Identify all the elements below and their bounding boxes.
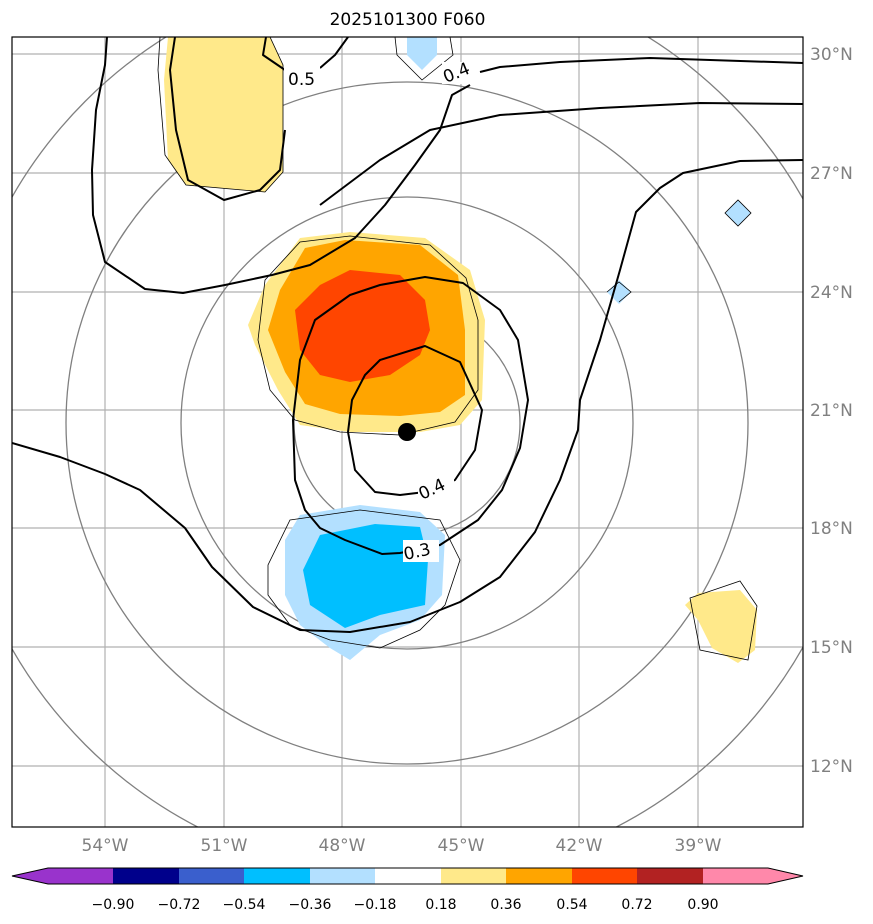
lat-label-18n: 18°N (810, 519, 853, 539)
colorbar-extend-high (703, 868, 803, 884)
colorbar-tick: 0.18 (425, 897, 456, 913)
colorbar-tick: −0.54 (223, 897, 266, 913)
lat-label-30n: 30°N (810, 45, 853, 65)
positive-anomaly-southeast (685, 590, 757, 663)
range-ring-4 (12, 37, 803, 827)
label-bg (418, 476, 454, 498)
lat-label-21n: 21°N (810, 401, 853, 421)
range-ring-2 (180, 196, 634, 650)
height-contours (12, 37, 803, 633)
colorbar-tick: 0.54 (556, 897, 587, 913)
range-ring-3 (65, 81, 749, 765)
storm-center-dot (398, 423, 416, 441)
map-frame (11, 36, 804, 828)
lat-label-27n: 27°N (810, 164, 853, 184)
colorbar-tick: −0.36 (289, 897, 332, 913)
lat-label-15n: 15°N (810, 638, 853, 658)
lon-label-51w: 51°W (201, 836, 248, 856)
contour-0.3 (347, 345, 483, 496)
anomaly-fills (164, 37, 757, 663)
contour-0.4-b (319, 102, 803, 206)
lat-label-24n: 24°N (810, 283, 853, 303)
colorbar-tick: −0.90 (92, 897, 135, 913)
strong-negative-anomaly (303, 524, 428, 628)
label-bg (284, 66, 320, 88)
negative-anomaly-east-diamond (725, 200, 751, 226)
longitude-labels: 54°W 51°W 48°W 45°W 42°W 39°W (82, 836, 722, 856)
lon-label-39w: 39°W (675, 836, 722, 856)
positive-anomaly-north (164, 37, 283, 192)
colorbar-segment (441, 868, 506, 884)
contour-0.4-a (479, 57, 803, 73)
colorbar-segment (375, 868, 441, 884)
contour-label-0.5: 0.5 (288, 70, 315, 90)
label-bg (442, 62, 476, 84)
label-bg (403, 540, 439, 562)
anomaly-outlines (157, 37, 758, 661)
contour-labels: 0.5 0.4 0.4 0.3 (284, 59, 476, 565)
colorbar-segment (244, 868, 310, 884)
colorbar-segment (572, 868, 637, 884)
contour-0.5-d (319, 37, 349, 69)
colorbar-tick: −0.72 (158, 897, 201, 913)
lon-label-48w: 48°W (319, 836, 366, 856)
contour-0.5-c (262, 37, 286, 71)
colorbar-tick: 0.72 (621, 897, 652, 913)
colorbar-segment (310, 868, 375, 884)
map-title: 2025101300 F060 (329, 10, 486, 30)
lon-label-42w: 42°W (556, 836, 603, 856)
contour-0.5-a (91, 37, 471, 294)
colorbar-segment (637, 868, 703, 884)
colorbar: −0.90 −0.72 −0.54 −0.36 −0.18 0.18 0.36 … (11, 867, 804, 913)
colorbar-tick: −0.18 (354, 897, 397, 913)
colorbar-tick: 0.90 (687, 897, 718, 913)
negative-anomaly-top (407, 37, 437, 70)
colorbar-outline (11, 867, 804, 885)
contour-0.4-c (12, 159, 803, 633)
colorbar-extend-low (12, 868, 113, 884)
colorbar-segment (113, 868, 179, 884)
map-area: 0.5 0.4 0.4 0.3 (12, 37, 803, 827)
lon-label-45w: 45°W (438, 836, 485, 856)
latitude-labels: 30°N 27°N 24°N 21°N 18°N 15°N 12°N (810, 45, 853, 777)
lat-label-12n: 12°N (810, 757, 853, 777)
colorbar-tick: 0.36 (490, 897, 521, 913)
lon-label-54w: 54°W (82, 836, 129, 856)
colorbar-segment (179, 868, 244, 884)
contour-0.4-d (292, 276, 529, 555)
range-rings (12, 37, 803, 827)
colorbar-segment (506, 868, 572, 884)
contour-0.5-b (169, 37, 286, 201)
